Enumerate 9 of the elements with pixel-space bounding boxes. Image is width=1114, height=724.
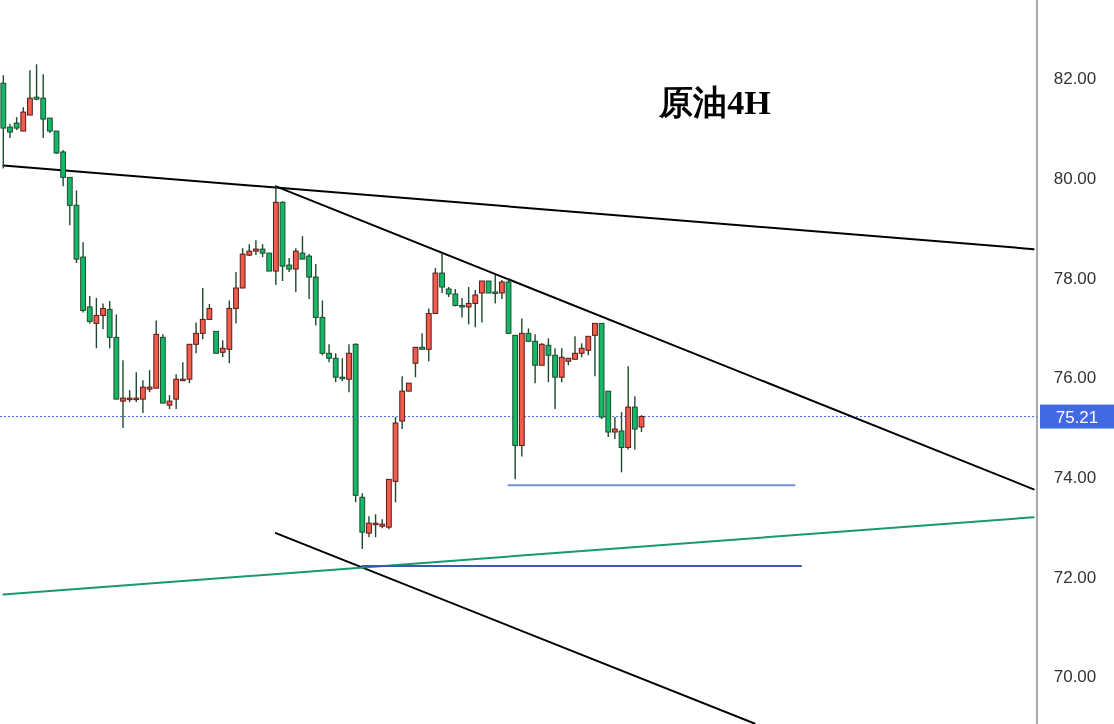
y-tick-label: 80.00 <box>1053 168 1097 188</box>
y-tick-label: 82.00 <box>1053 69 1097 89</box>
y-tick-label: 74.00 <box>1053 467 1097 487</box>
y-tick-label: 70.00 <box>1053 667 1097 687</box>
text: 原油4H <box>658 84 771 121</box>
y-tick-label: 78.00 <box>1053 268 1097 288</box>
y-tick-label: 72.00 <box>1053 567 1097 587</box>
y-tick-label: 76.00 <box>1053 368 1097 388</box>
ref-line-label: 75.21 <box>1055 407 1099 427</box>
